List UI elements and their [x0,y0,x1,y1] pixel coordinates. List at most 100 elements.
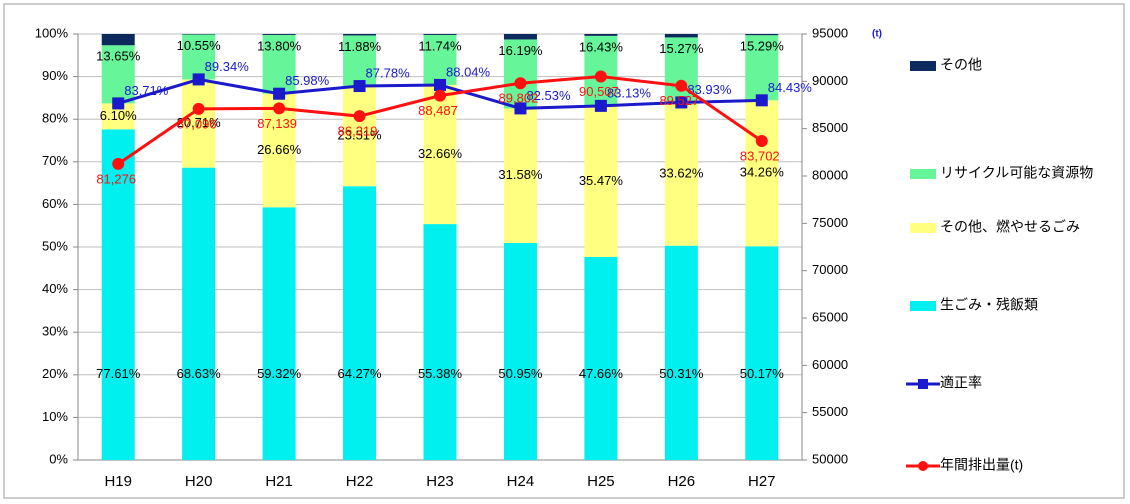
bar-segment [182,79,216,168]
bar-segment [423,34,457,35]
x-tick-label: H21 [265,473,293,490]
data-label: 33.62% [659,166,704,181]
legend-label: その他、燃やせるごみ [940,219,1080,235]
marker [755,134,768,147]
data-label: 55.38% [418,366,463,381]
data-label: 23.51% [338,128,383,143]
y2-tick-label: 95000 [812,25,848,40]
y-tick-label: 70% [42,153,68,168]
data-label: 88,487 [418,103,458,118]
bar-segment [664,102,698,246]
data-label: 50.17% [740,366,785,381]
bar-segment [101,129,135,460]
data-label: 10.55% [177,38,222,53]
bar-segment [343,186,377,461]
marker [434,78,446,91]
legend-label: その他 [940,57,982,73]
data-label: 85.98% [285,73,330,88]
bar-segment [101,45,135,104]
marker [192,73,205,86]
data-label: 11.88% [338,39,382,54]
marker [192,102,205,115]
data-label: 87.78% [366,65,411,80]
data-label: 16.43% [579,39,624,54]
y2-tick-label: 80000 [812,167,848,182]
data-label: 83,702 [740,148,780,163]
bar-segment [262,34,296,35]
bar-segment [664,245,698,460]
bar-segment [503,108,537,243]
bar-segment [182,167,216,460]
data-label: 81,276 [96,171,136,186]
data-label: 15.27% [659,41,704,56]
y2-tick-label: 50000 [812,451,848,466]
data-label: 83.13% [607,85,652,100]
x-tick-label: H23 [426,473,454,490]
data-label: 77.61% [96,366,141,381]
marker [514,77,527,90]
legend-swatch [910,169,936,179]
bar-segment [423,84,457,225]
marker [755,94,768,107]
x-tick-label: H20 [185,473,213,490]
data-label: 82.53% [526,88,571,103]
legend-swatch [910,301,936,311]
data-label: 15.29% [740,39,785,54]
marker [514,102,527,115]
data-label: 6.10% [100,108,137,123]
y-tick-label: 90% [42,68,68,83]
data-label: 87,096 [177,116,217,131]
x-tick-label: H25 [587,473,615,490]
data-label: 84.43% [768,80,813,95]
bar-segment [745,34,779,36]
data-label: 34.26% [740,165,785,180]
x-tick-label: H24 [507,473,535,490]
y-tick-label: 10% [42,409,68,424]
marker [353,80,366,93]
y2-tick-label: 90000 [812,73,848,88]
y-tick-label: 30% [42,324,68,339]
legend-marker [918,461,928,471]
data-label: 59.32% [257,366,302,381]
data-label: 13.65% [96,49,141,64]
marker [112,97,125,110]
legend-label: 生ごみ・残飯類 [940,297,1038,313]
data-label: 11.74% [418,38,462,53]
data-label: 83.93% [687,82,732,97]
legend-label: 年間排出量(t) [940,457,1023,473]
bar-segment [343,86,377,187]
marker [434,89,446,102]
data-label: 13.80% [257,38,302,53]
data-label: 47.66% [579,366,624,381]
y2-tick-label: 55000 [812,404,848,419]
marker [273,87,286,100]
legend-label: リサイクル可能な資源物 [940,165,1093,181]
data-label: 50.95% [498,366,543,381]
legend-swatch [910,61,936,71]
data-label: 89.34% [205,59,250,74]
data-label: 87,139 [257,116,297,131]
bar-segment [745,35,779,101]
x-tick-label: H27 [748,473,776,490]
data-label: 16.19% [498,43,543,58]
data-label: 50.31% [659,366,704,381]
legend-swatch [910,223,936,233]
bar-segment [503,39,537,109]
y2-tick-label: 60000 [812,357,848,372]
y-tick-label: 0% [49,451,68,466]
bar-segment [182,34,216,80]
bar-segment [503,34,537,40]
bar-segment [343,35,377,87]
bar-segment [745,100,779,247]
data-label: 20.71% [177,115,222,130]
y2-tick-label: 65000 [812,309,848,324]
bar-segment [584,256,618,460]
bar-segment [584,105,618,257]
data-label: 35.47% [579,173,624,188]
y2-axis-label: (t) [872,29,882,40]
data-label: 26.66% [257,142,302,157]
bar-segment [343,34,377,36]
bar-segment [503,242,537,460]
marker [594,70,607,83]
